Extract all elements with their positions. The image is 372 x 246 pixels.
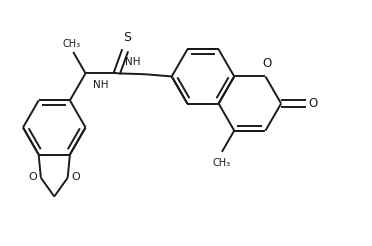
Text: O: O [29,172,37,182]
Text: O: O [71,172,80,182]
Text: O: O [308,97,318,110]
Text: NH: NH [93,80,109,91]
Text: NH: NH [125,57,141,67]
Text: CH₃: CH₃ [63,39,81,49]
Text: S: S [123,31,131,45]
Text: CH₃: CH₃ [213,158,231,168]
Text: O: O [262,57,272,70]
